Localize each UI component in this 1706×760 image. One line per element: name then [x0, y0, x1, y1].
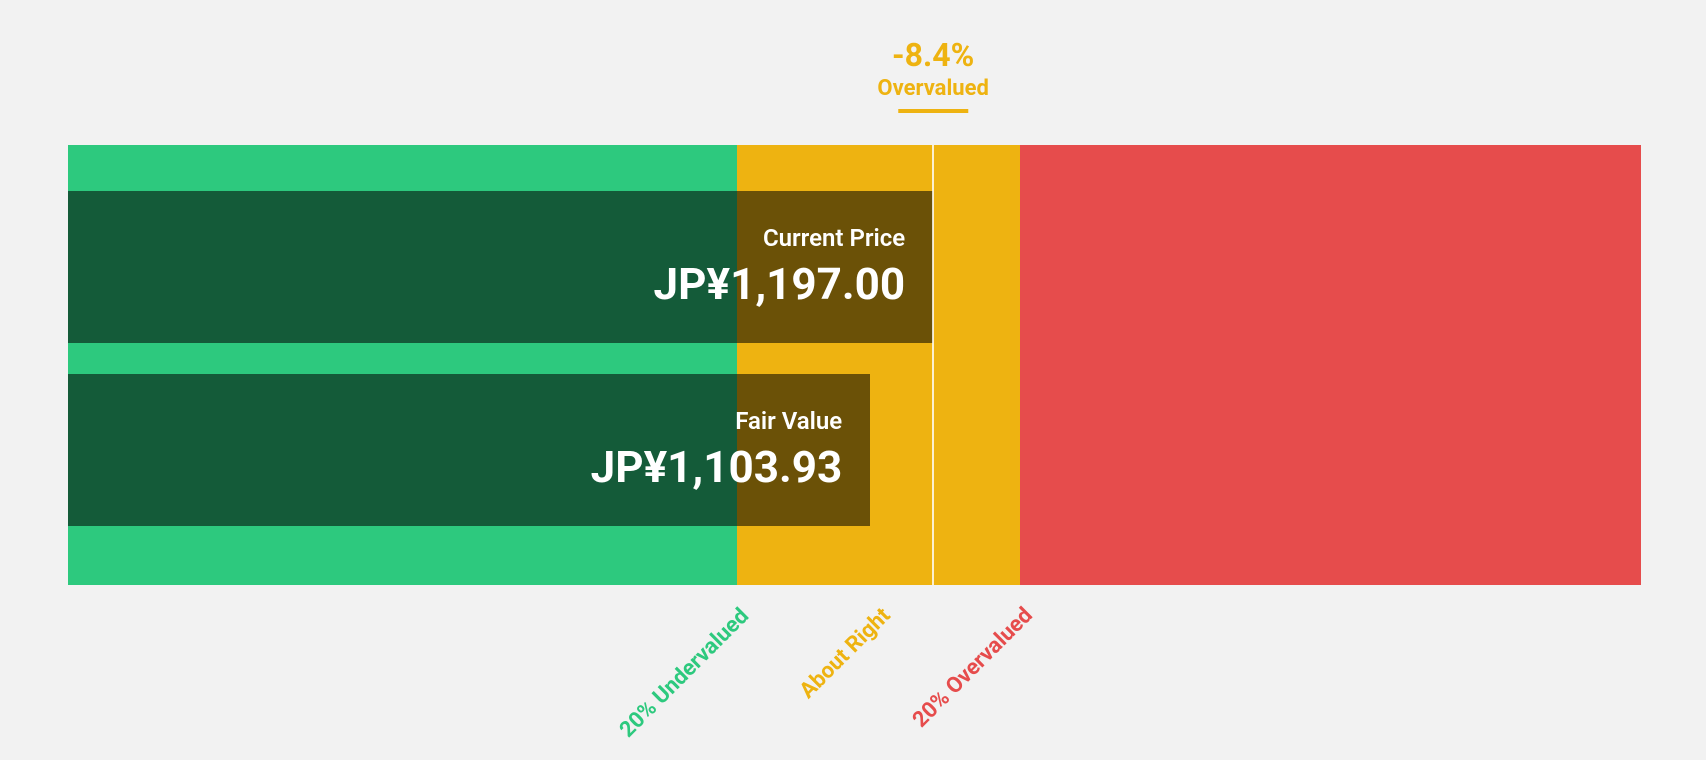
- bar-label-current_price: Current Price: [763, 224, 905, 252]
- bar-value-fair_value: JP¥1,103.93: [591, 441, 843, 493]
- bar-current_price: Current Price JP¥1,197.00: [68, 191, 933, 343]
- bar-label-fair_value: Fair Value: [735, 407, 842, 435]
- callout-status: Overvalued: [877, 76, 988, 101]
- valuation-chart: Current Price JP¥1,197.00 Fair Value JP¥1,1…: [68, 145, 1641, 585]
- bar-value-current_price: JP¥1,197.00: [654, 258, 906, 310]
- valuation-callout: -8.4%Overvalued: [877, 36, 988, 113]
- callout-underline: [898, 109, 968, 113]
- axis-label-about_right: About Right: [795, 603, 895, 703]
- axis-label-undervalued: 20% Undervalued: [615, 603, 754, 742]
- bar-fair_value: Fair Value JP¥1,103.93: [68, 374, 870, 526]
- zone-overvalued: [1020, 145, 1641, 585]
- callout-percent: -8.4%: [877, 36, 988, 74]
- axis-label-overvalued: 20% Overvalued: [908, 603, 1038, 733]
- indicator-line: [932, 145, 934, 585]
